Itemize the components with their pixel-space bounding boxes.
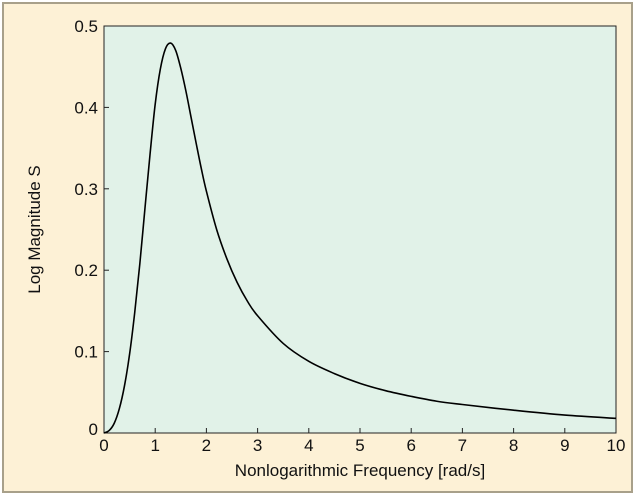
x-tick-label: 3 (253, 436, 262, 455)
series-line (103, 42, 617, 434)
y-axis: 0 0.1 0.2 0.3 0.4 0.5 (74, 17, 109, 439)
x-tick-label: 6 (406, 436, 415, 455)
y-axis-label: Log Magnitude S (25, 165, 44, 294)
y-tick-label: 0.2 (74, 261, 98, 280)
x-tick-label: 8 (509, 436, 518, 455)
x-axis: 0 1 2 3 4 5 6 7 8 9 10 (99, 428, 625, 455)
x-tick-label: 9 (560, 436, 569, 455)
y-tick-label: 0.4 (74, 98, 98, 117)
y-tick-label: 0 (89, 420, 98, 439)
y-tick-label: 0.5 (74, 17, 98, 36)
x-tick-label: 5 (355, 436, 364, 455)
x-tick-label: 10 (607, 436, 626, 455)
x-axis-label: Nonlogarithmic Frequency [rad/s] (235, 461, 485, 480)
x-tick-label: 1 (150, 436, 159, 455)
x-tick-label: 2 (202, 436, 211, 455)
x-tick-label: 0 (99, 436, 108, 455)
x-tick-label: 4 (304, 436, 313, 455)
x-tick-label: 7 (458, 436, 467, 455)
y-tick-label: 0.3 (74, 180, 98, 199)
y-tick-label: 0.1 (74, 343, 98, 362)
plot-area (103, 25, 617, 434)
